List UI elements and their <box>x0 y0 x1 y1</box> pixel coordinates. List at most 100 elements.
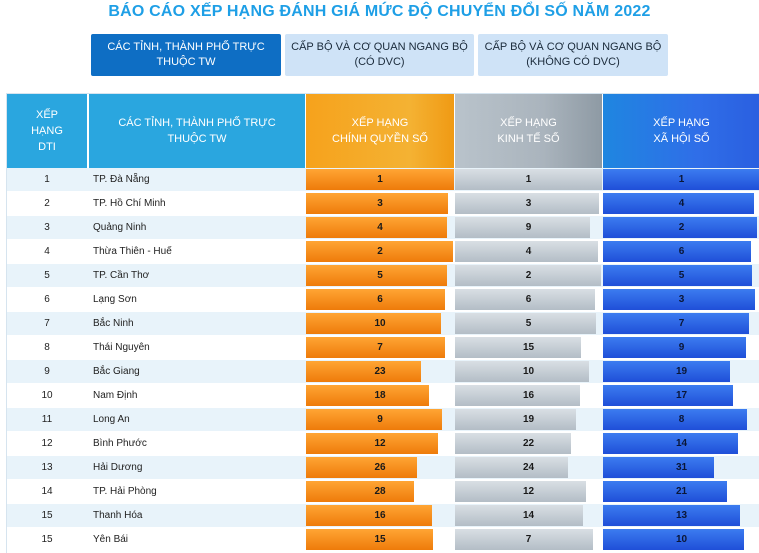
dti-rank-cell: 2 <box>44 198 50 209</box>
soc-rank-bar <box>603 409 747 430</box>
gov-rank-value: 5 <box>377 270 383 281</box>
table-row[interactable]: 13 Hải Dương 26 24 31 <box>7 456 759 480</box>
table-row[interactable]: 15 Thanh Hóa 16 14 13 <box>7 504 759 528</box>
gov-rank-value: 10 <box>374 318 386 329</box>
header-dti-rank-label: XẾP HẠNG DTI <box>31 109 63 153</box>
tab-provinces[interactable]: CÁC TỈNH, THÀNH PHỐ TRỰC THUỘC TW <box>91 34 281 76</box>
soc-rank-value: 5 <box>678 270 685 281</box>
tab-ministries-without-dvc[interactable]: CẤP BỘ VÀ CƠ QUAN NGANG BỘ (KHÔNG CÓ DVC… <box>478 34 668 76</box>
province-name-cell: Bắc Giang <box>93 366 140 377</box>
province-name-cell: Bình Phước <box>93 438 147 449</box>
header-province-name[interactable]: CÁC TỈNH, THÀNH PHỐ TRỰC THUỘC TW <box>89 94 305 168</box>
table-row[interactable]: 7 Bắc Ninh 10 5 7 <box>7 312 759 336</box>
province-name-cell: Quảng Ninh <box>93 222 147 233</box>
table-row[interactable]: 9 Bắc Giang 23 10 19 <box>7 360 759 384</box>
table-row[interactable]: 14 TP. Hải Phòng 28 12 21 <box>7 480 759 504</box>
eco-rank-value: 7 <box>525 534 532 545</box>
dti-rank-cell: 7 <box>44 318 50 329</box>
soc-rank-bar <box>603 193 754 214</box>
eco-rank-value: 3 <box>525 198 532 209</box>
eco-rank-value: 6 <box>525 294 532 305</box>
tab-provinces-label: CÁC TỈNH, THÀNH PHỐ TRỰC THUỘC TW <box>107 41 265 68</box>
province-name-cell: TP. Cần Thơ <box>93 270 150 281</box>
soc-rank-value: 4 <box>678 198 685 209</box>
tab-ministries-with-dvc[interactable]: CẤP BỘ VÀ CƠ QUAN NGANG BỘ (CÓ DVC) <box>285 34 474 76</box>
soc-rank-bar <box>603 265 752 286</box>
eco-rank-value: 12 <box>522 486 535 497</box>
table-row[interactable]: 4 Thừa Thiên - Huế 2 4 6 <box>7 240 759 264</box>
header-digital-society[interactable]: XẾP HẠNG XÃ HỘI SỐ <box>603 94 759 168</box>
eco-rank-bar <box>455 385 580 406</box>
gov-rank-bar <box>306 409 442 430</box>
gov-rank-value: 3 <box>377 198 383 209</box>
gov-rank-bar <box>306 169 454 190</box>
dti-rank-cell: 6 <box>44 294 50 305</box>
soc-rank-value: 6 <box>678 246 685 257</box>
gov-rank-value: 1 <box>377 174 383 185</box>
gov-rank-bar <box>306 193 448 214</box>
eco-rank-value: 10 <box>522 366 535 377</box>
soc-rank-bar <box>603 361 730 382</box>
eco-rank-bar <box>455 529 593 550</box>
province-name-cell: Bắc Ninh <box>93 318 134 329</box>
soc-rank-value: 21 <box>675 486 688 497</box>
table-body: 1 TP. Đà Nẵng 1 1 1 2 TP. Hồ Chí Minh 3 3 4 3 Quảng… <box>7 168 759 552</box>
soc-rank-value: 31 <box>675 462 688 473</box>
province-name-cell: Yên Bái <box>93 534 129 545</box>
soc-rank-value: 17 <box>675 390 688 401</box>
dti-rank-cell: 3 <box>44 222 50 233</box>
table-row[interactable]: 6 Lạng Sơn 6 6 3 <box>7 288 759 312</box>
gov-rank-value: 26 <box>374 462 386 473</box>
dti-rank-cell: 1 <box>44 174 50 185</box>
eco-rank-bar <box>455 409 576 430</box>
soc-rank-value: 8 <box>678 414 685 425</box>
soc-rank-value: 7 <box>678 318 685 329</box>
eco-rank-bar <box>455 433 571 454</box>
gov-rank-value: 6 <box>377 294 383 305</box>
gov-rank-bar <box>306 361 421 382</box>
eco-rank-value: 5 <box>525 318 532 329</box>
soc-rank-value: 3 <box>678 294 685 305</box>
province-name-cell: Hải Dương <box>93 462 143 473</box>
dti-rank-cell: 4 <box>44 246 50 257</box>
table-row[interactable]: 3 Quảng Ninh 4 9 2 <box>7 216 759 240</box>
eco-rank-bar <box>455 169 602 190</box>
eco-rank-value: 16 <box>522 390 535 401</box>
table-row[interactable]: 8 Thái Nguyên 7 15 9 <box>7 336 759 360</box>
province-name-cell: TP. Hồ Chí Minh <box>93 198 166 209</box>
province-name-cell: TP. Hải Phòng <box>93 486 157 497</box>
gov-rank-value: 9 <box>377 414 383 425</box>
soc-rank-value: 14 <box>675 438 688 449</box>
table-row[interactable]: 5 TP. Cần Thơ 5 2 5 <box>7 264 759 288</box>
dti-rank-cell: 14 <box>41 486 53 497</box>
soc-rank-bar <box>603 481 727 502</box>
eco-rank-value: 24 <box>522 462 535 473</box>
header-digital-society-label: XẾP HẠNG XÃ HỘI SỐ <box>653 117 710 145</box>
table-row[interactable]: 1 TP. Đà Nẵng 1 1 1 <box>7 168 759 192</box>
header-digital-government[interactable]: XẾP HẠNG CHÍNH QUYỀN SỐ <box>306 94 454 168</box>
table-row[interactable]: 10 Nam Định 18 16 17 <box>7 384 759 408</box>
gov-rank-bar <box>306 529 433 550</box>
soc-rank-bar <box>603 289 755 310</box>
gov-rank-bar <box>306 505 432 526</box>
gov-rank-bar <box>306 265 447 286</box>
gov-rank-bar <box>306 433 438 454</box>
tab-ministries-with-dvc-label: CẤP BỘ VÀ CƠ QUAN NGANG BỘ (CÓ DVC) <box>291 41 468 68</box>
header-dti-rank[interactable]: XẾP HẠNG DTI <box>7 94 87 168</box>
gov-rank-value: 23 <box>374 366 386 377</box>
soc-rank-bar <box>603 169 759 190</box>
table-row[interactable]: 12 Bình Phước 12 22 14 <box>7 432 759 456</box>
gov-rank-bar <box>306 385 429 406</box>
table-row[interactable]: 2 TP. Hồ Chí Minh 3 3 4 <box>7 192 759 216</box>
soc-rank-value: 19 <box>675 366 688 377</box>
table-row[interactable]: 11 Long An 9 19 8 <box>7 408 759 432</box>
eco-rank-value: 1 <box>525 174 532 185</box>
eco-rank-value: 19 <box>522 414 535 425</box>
table-row[interactable]: 15 Yên Bái 15 7 10 <box>7 528 759 552</box>
header-digital-economy[interactable]: XẾP HẠNG KINH TẾ SỐ <box>455 94 602 168</box>
eco-rank-bar <box>455 217 590 238</box>
dti-rank-cell: 5 <box>44 270 50 281</box>
province-name-cell: Thừa Thiên - Huế <box>93 246 172 257</box>
gov-rank-bar <box>306 457 417 478</box>
soc-rank-bar <box>603 385 733 406</box>
